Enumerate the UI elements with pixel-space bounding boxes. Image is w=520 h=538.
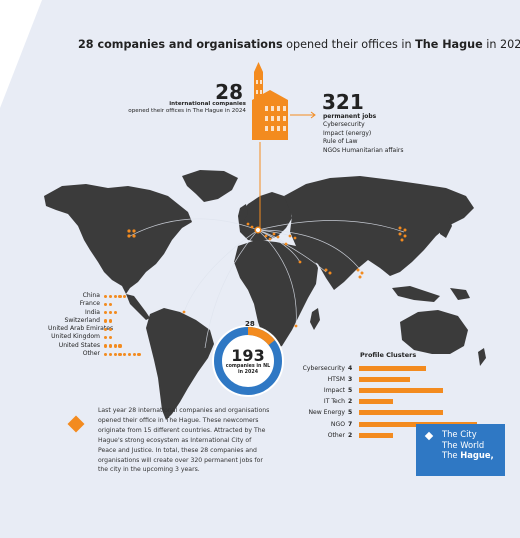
- legend-country-name: France: [79, 300, 100, 308]
- bar-row: Impact 5: [282, 385, 444, 395]
- legend-dots: [104, 319, 112, 323]
- legend-dot: [108, 294, 112, 298]
- bar: [359, 399, 393, 405]
- bar-value-label: 3: [348, 375, 353, 383]
- bar-row: New Energy 5: [282, 408, 444, 418]
- bar: [359, 432, 393, 438]
- summary-paragraph: Last year 28 international companies and…: [98, 407, 270, 474]
- legend-dots: [104, 294, 127, 298]
- bar-category-label: New Energy: [308, 409, 345, 417]
- legend-dot: [123, 294, 127, 298]
- legend-dot: [108, 344, 112, 348]
- world-map: [44, 170, 486, 420]
- legend-country-name: China: [82, 292, 100, 299]
- peace-palace-icon: [252, 62, 288, 140]
- bar-value-label: 5: [348, 409, 353, 417]
- profile-clusters-title: Profile Clusters: [360, 351, 417, 359]
- legend-row: China: [48, 292, 141, 300]
- bar-category-label: Impact: [323, 386, 345, 394]
- bar-row: Other 2: [282, 430, 393, 440]
- legend-row: India: [48, 309, 141, 317]
- corner-decoration: [0, 0, 42, 108]
- the-hague-logo: The City The World The Hague,: [416, 424, 505, 476]
- bar: [359, 387, 444, 393]
- legend-dot: [108, 302, 112, 307]
- donut-total: 193: [231, 346, 265, 365]
- bar-category-label: IT Tech: [323, 398, 345, 406]
- legend-row: Switzerland: [48, 317, 141, 325]
- legend-dot: [104, 311, 108, 315]
- donut-subtitle: companies in NL in 2024: [225, 364, 271, 375]
- map-dot-clusters: [127, 222, 407, 328]
- legend-dot: [108, 336, 112, 340]
- legend-dot: [104, 294, 108, 298]
- companies-donut: [212, 325, 284, 397]
- jobs-details: permanent jobs Cybersecurity Impact (ene…: [323, 113, 404, 154]
- legend-country-name: India: [85, 308, 100, 316]
- bar-category-label: NGO: [330, 420, 345, 428]
- companies-count: 28: [215, 80, 243, 104]
- legend-dots: [104, 311, 117, 315]
- legend-dot: [118, 352, 122, 356]
- legend-country-name: Switzerland: [64, 316, 100, 324]
- legend-row: Other: [48, 350, 141, 358]
- legend-row: United States: [48, 342, 141, 350]
- legend-dot: [127, 352, 132, 356]
- bar-row: IT Tech 2: [282, 397, 393, 407]
- legend-dots: [104, 327, 112, 331]
- legend-dot: [104, 327, 108, 331]
- legend-dot: [104, 302, 108, 307]
- legend-dot: [132, 352, 136, 356]
- donut-highlight-label: 28: [245, 320, 255, 328]
- bar-category-label: HTSM: [327, 375, 345, 383]
- legend-country-name: United Arab Emirates: [48, 325, 114, 333]
- bar-category-label: Cybersecurity: [302, 364, 345, 372]
- bar-row: Cybersecurity 4: [282, 363, 427, 373]
- bar-category-label: Other: [327, 431, 345, 439]
- legend-dot: [118, 344, 122, 348]
- legend-dot: [137, 352, 141, 356]
- legend-dot: [108, 327, 112, 331]
- legend-dot: [113, 294, 117, 298]
- logo-diamond-icon: [424, 431, 434, 441]
- legend-dots: [104, 344, 122, 348]
- legend-dots: [104, 352, 141, 356]
- bar-row: HTSM 3: [282, 374, 410, 384]
- jobs-arrow: [290, 111, 316, 119]
- legend-row: United Arab Emirates: [48, 325, 141, 333]
- bar: [359, 410, 444, 416]
- legend-dots: [104, 336, 112, 340]
- legend-dot: [104, 344, 108, 348]
- page-title: 28 companies and organisations opened th…: [78, 38, 520, 51]
- legend-row: France: [48, 300, 141, 308]
- bar-value-label: 5: [348, 386, 353, 394]
- legend-dot: [123, 352, 127, 356]
- legend-dot: [104, 336, 108, 340]
- legend-dot: [113, 311, 117, 315]
- legend-country-name: United Kingdom: [51, 333, 100, 341]
- legend-dot: [104, 319, 108, 323]
- legend-dot: [118, 294, 122, 298]
- legend-dot: [104, 352, 108, 356]
- bar-value-label: 2: [348, 431, 353, 439]
- bar: [359, 376, 410, 382]
- bar-value-label: 4: [348, 364, 353, 372]
- bar: [359, 365, 427, 371]
- legend-dot: [113, 344, 117, 348]
- jobs-count: 321: [322, 90, 364, 114]
- legend-dots: [104, 302, 112, 307]
- companies-label: international companies opened their off…: [128, 101, 246, 114]
- bar-value-label: 2: [348, 398, 353, 406]
- legend-dot: [108, 352, 112, 356]
- legend-dot: [108, 311, 112, 315]
- country-legend: China France India Switzerland United Arab E…: [48, 292, 141, 358]
- legend-country-name: Other: [82, 350, 100, 358]
- legend-dot: [113, 352, 117, 356]
- legend-row: United Kingdom: [48, 333, 141, 341]
- legend-dot: [108, 319, 112, 323]
- bar-value-label: 7: [348, 420, 353, 428]
- legend-country-name: United States: [58, 341, 100, 349]
